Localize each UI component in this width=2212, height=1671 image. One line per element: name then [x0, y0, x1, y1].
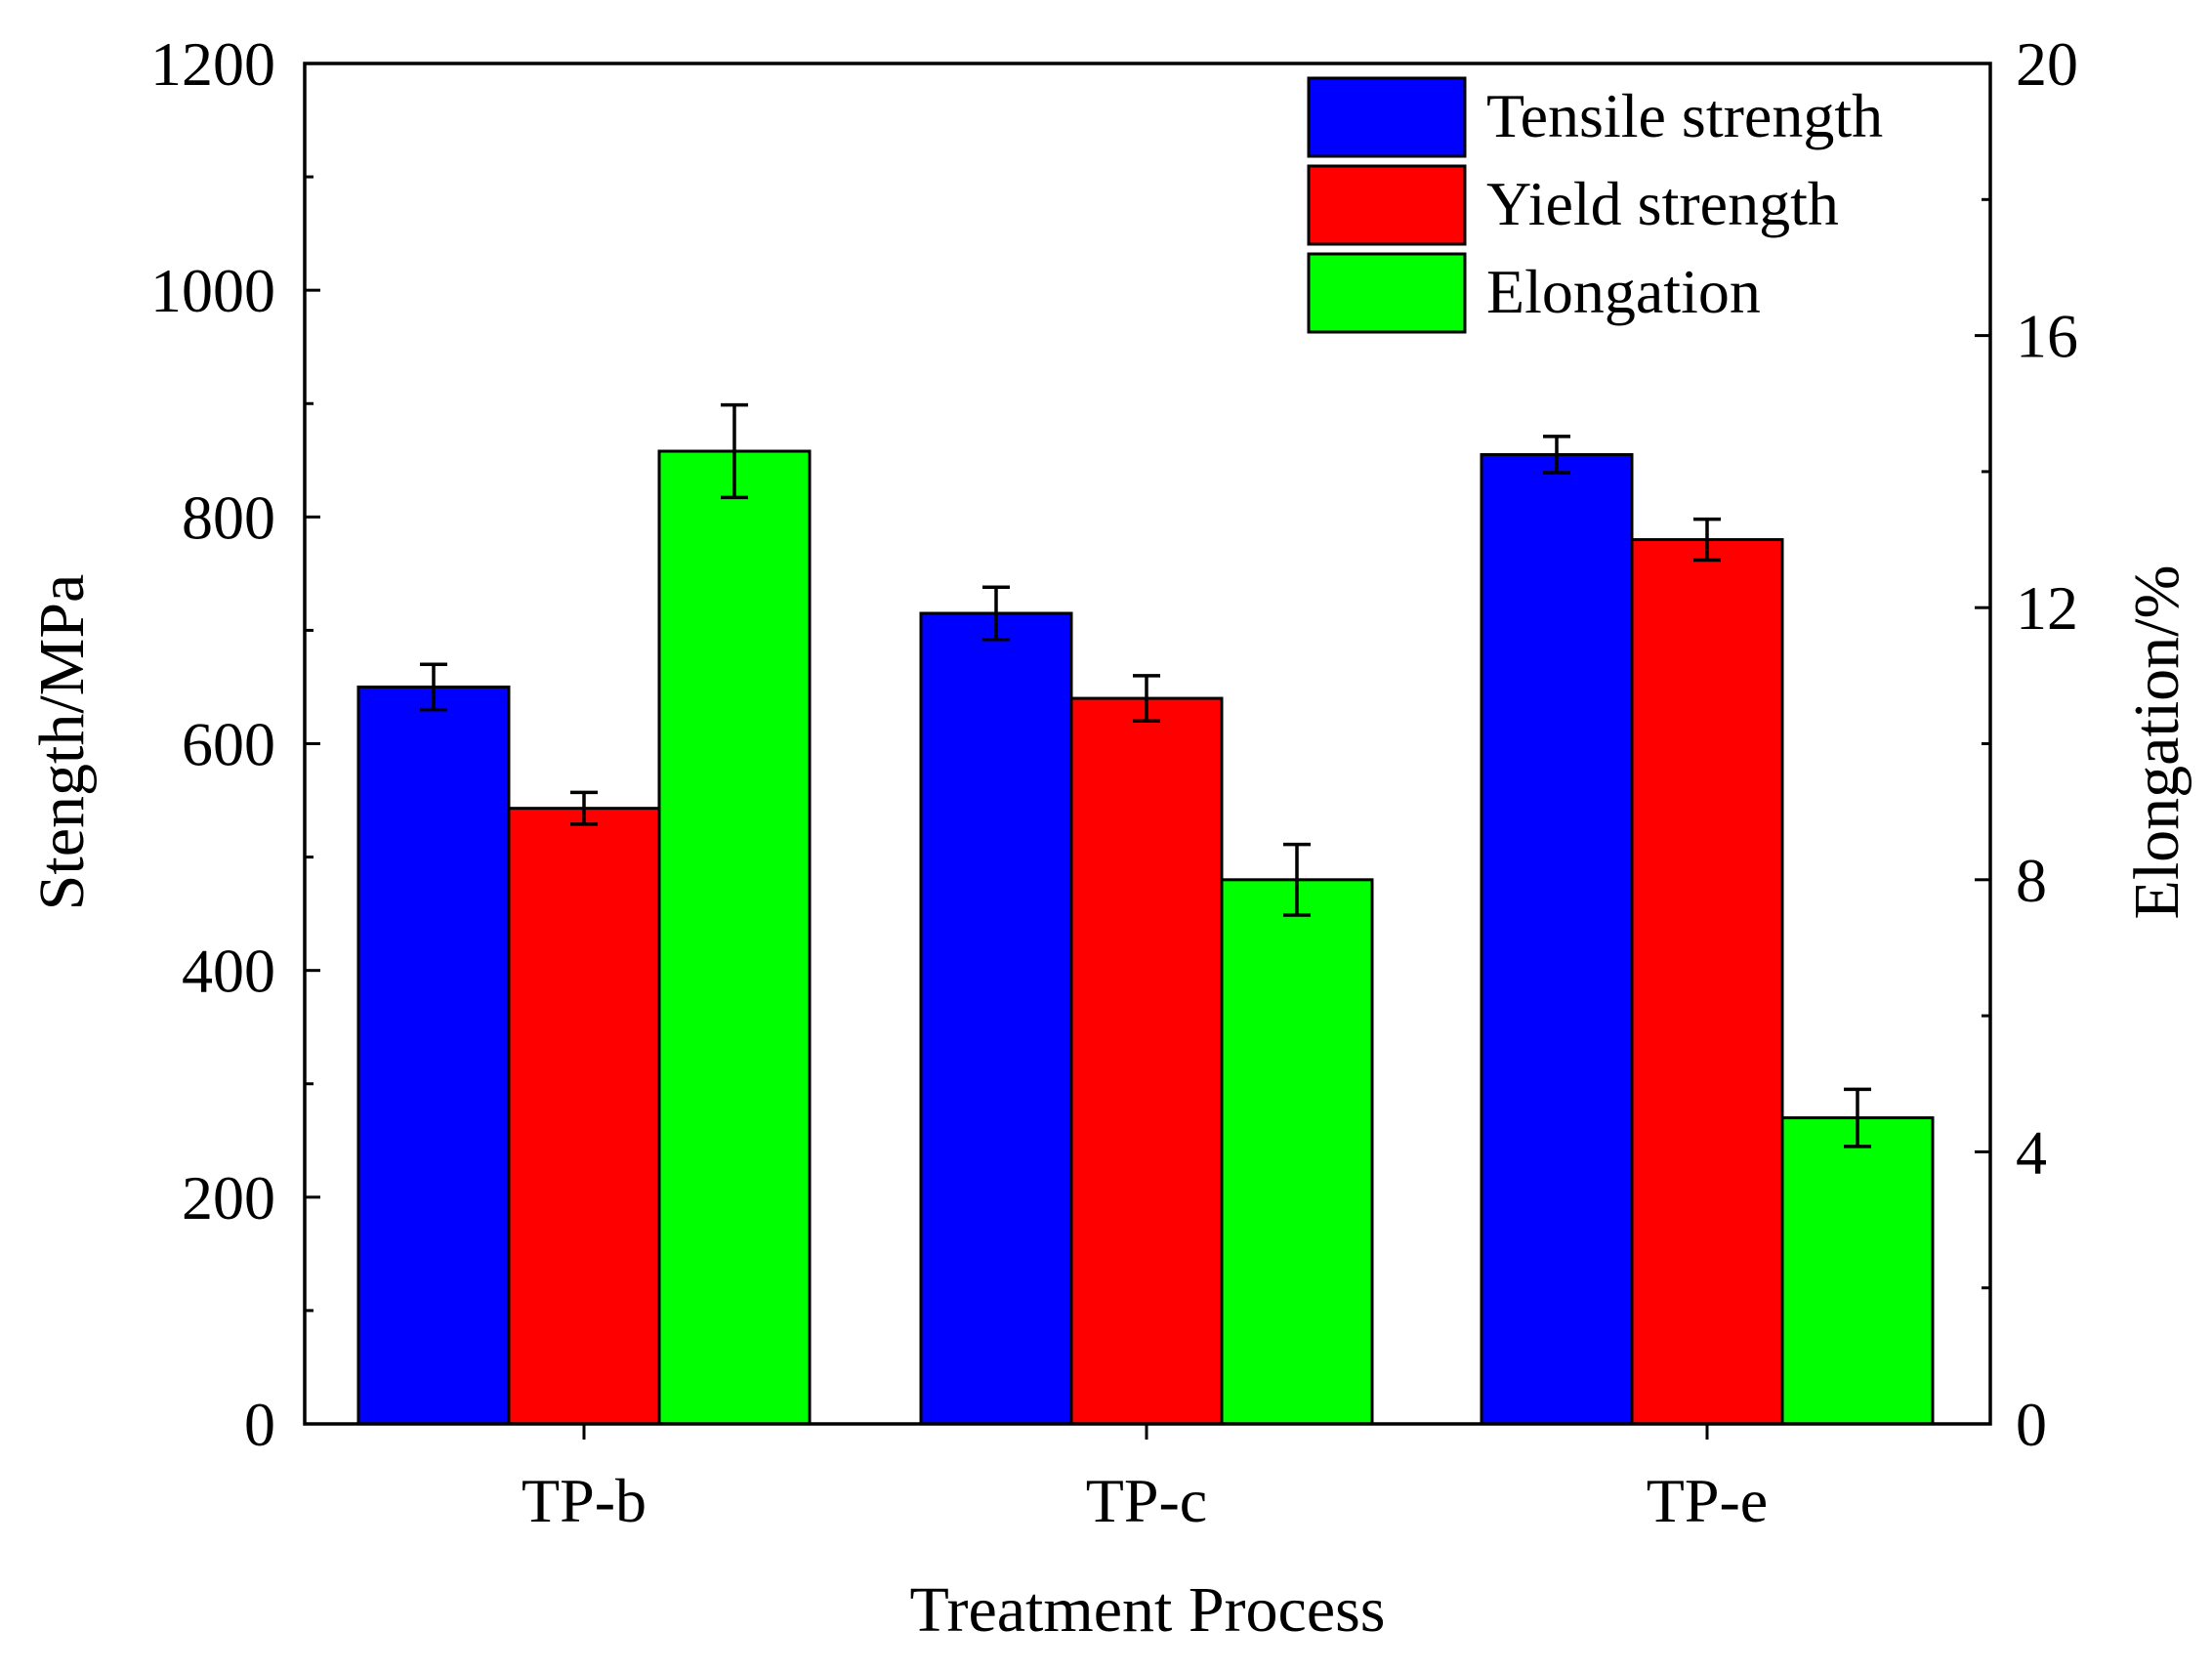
y-axis-title-right: Elongation/%	[2121, 565, 2192, 920]
legend-swatch	[1307, 76, 1467, 158]
axes: 0 200 400 600 800 1000 1200 0 4 8 12 16 20 TP-b TP-c TP…	[150, 29, 2078, 1535]
y-tick-label-right: 20	[2016, 29, 2078, 99]
x-tick-label: TP-b	[522, 1466, 647, 1535]
legend-label: Elongation	[1486, 257, 1761, 326]
y-tick-label-right: 12	[2016, 573, 2078, 643]
y-tick-label-left: 1200	[150, 29, 275, 99]
bar-tensile-strength-tp-b	[356, 685, 511, 1426]
y-tick-label-left: 1000	[150, 256, 275, 325]
bar-elongation-tp-b	[657, 449, 812, 1426]
bar-yield-strength-tp-e	[1630, 538, 1784, 1426]
x-axis-title: Treatment Process	[909, 1574, 1385, 1646]
y-tick-label-left: 200	[182, 1163, 275, 1232]
y-tick-label-right: 4	[2016, 1117, 2047, 1187]
x-tick-label: TP-e	[1647, 1466, 1768, 1535]
x-tick-label: TP-c	[1086, 1466, 1207, 1535]
y-tick-label-right: 0	[2016, 1390, 2047, 1459]
y-tick-label-left: 600	[182, 710, 275, 779]
legend-label: Yield strength	[1486, 169, 1839, 238]
y-tick-label-right: 8	[2016, 846, 2047, 915]
plot-area	[356, 402, 1935, 1426]
legend-swatch	[1307, 252, 1467, 334]
bar-tensile-strength-tp-c	[919, 611, 1073, 1426]
bar-tensile-strength-tp-e	[1480, 452, 1634, 1426]
legend-label: Tensile strength	[1486, 81, 1883, 150]
legend-swatch	[1307, 164, 1467, 246]
bar-yield-strength-tp-b	[507, 807, 661, 1426]
bar-elongation-tp-c	[1220, 878, 1374, 1426]
y-tick-label-left: 400	[182, 937, 275, 1006]
bar-yield-strength-tp-c	[1069, 696, 1224, 1426]
legend: Tensile strength Yield strength Elongation	[1307, 76, 1883, 334]
y-tick-label-right: 16	[2016, 302, 2078, 371]
y-axis-title-left: Stength/MPa	[26, 574, 98, 911]
bar-elongation-tp-e	[1780, 1116, 1935, 1426]
y-tick-label-left: 0	[244, 1390, 275, 1459]
y-tick-label-left: 800	[182, 482, 275, 552]
